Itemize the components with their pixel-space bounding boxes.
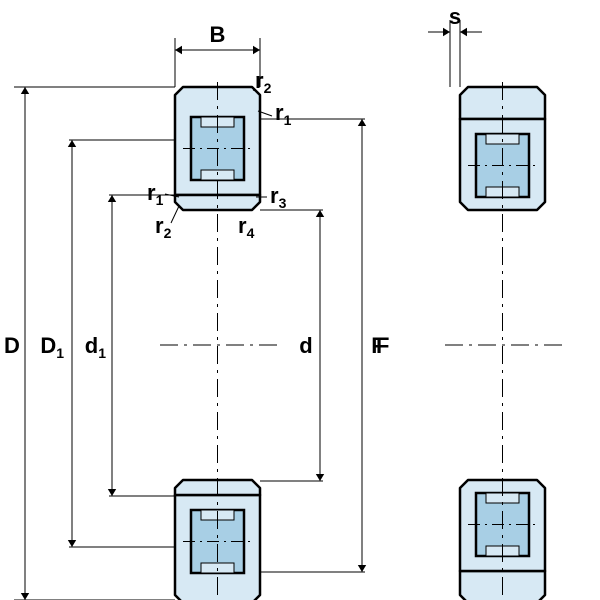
- svg-text:r4: r4: [238, 213, 255, 241]
- svg-text:D1: D1: [40, 333, 64, 361]
- svg-text:r2: r2: [255, 68, 272, 96]
- svg-text:B: B: [210, 22, 226, 47]
- svg-text:r1: r1: [275, 100, 292, 128]
- svg-text:r3: r3: [270, 183, 287, 211]
- svg-text:r2: r2: [155, 213, 172, 241]
- svg-text:r1: r1: [147, 180, 164, 208]
- svg-text:s: s: [449, 4, 461, 29]
- svg-text:d1: d1: [85, 333, 106, 361]
- svg-text:d: d: [299, 333, 312, 358]
- svg-text:D: D: [4, 333, 20, 358]
- svg-text:F: F: [371, 333, 384, 358]
